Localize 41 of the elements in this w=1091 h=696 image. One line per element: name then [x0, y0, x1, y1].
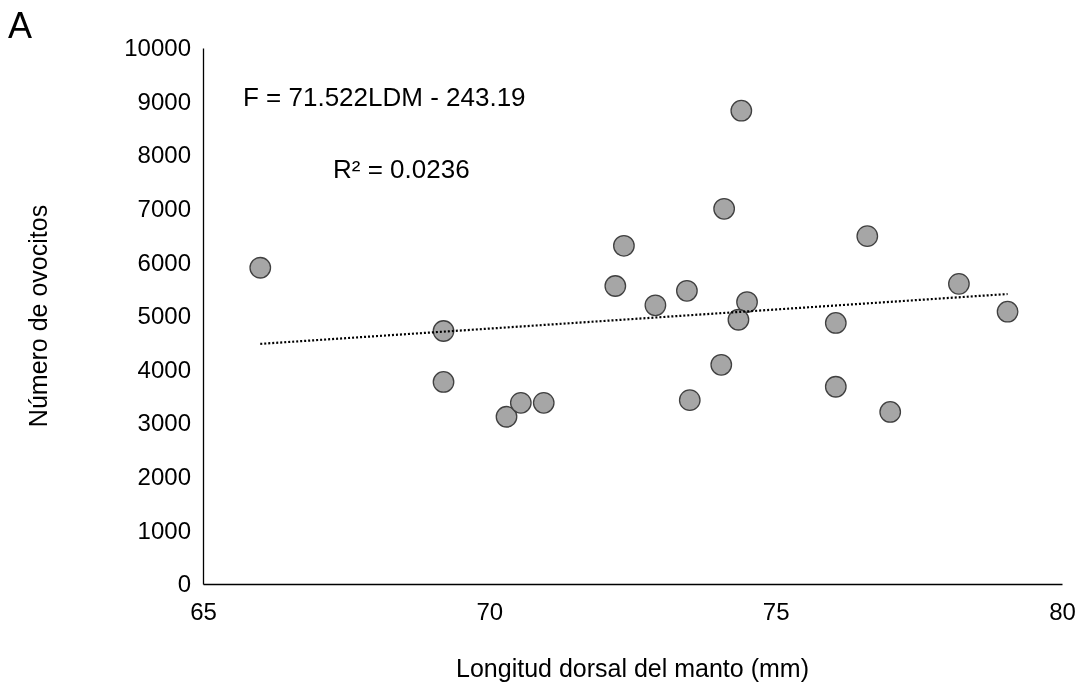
point	[948, 272, 970, 295]
point	[736, 291, 758, 313]
point	[613, 234, 635, 257]
y-tick-label: 7000	[137, 194, 191, 222]
point	[432, 371, 455, 393]
point	[495, 405, 518, 428]
y-tick-label: 1000	[137, 516, 191, 544]
point	[727, 308, 750, 331]
point	[879, 401, 902, 423]
y-tick-label: 9000	[137, 87, 191, 115]
y-tick-label: 0	[177, 570, 191, 598]
y-tick-label: 5000	[137, 302, 191, 330]
point	[824, 312, 847, 334]
point	[678, 389, 701, 412]
y-axis-title: Número de ovocitos	[24, 204, 52, 428]
point	[824, 375, 847, 398]
point	[996, 300, 1019, 323]
y-tick-label: 8000	[137, 141, 191, 169]
annotation: R² = 0.0236	[333, 154, 470, 184]
point	[249, 256, 272, 279]
point	[644, 294, 667, 317]
y-tick-label: 2000	[137, 462, 191, 490]
x-axis-title: Longitud dorsal del manto (mm)	[456, 654, 809, 682]
y-tick-label: 10000	[124, 34, 191, 62]
point	[730, 99, 753, 122]
y-tick-label: 3000	[137, 409, 191, 437]
text: A	[8, 5, 33, 46]
point	[710, 353, 733, 376]
x-tick-label: 75	[762, 597, 790, 625]
point	[856, 225, 879, 248]
point	[532, 391, 555, 414]
point	[676, 279, 698, 302]
x-tick-label: 80	[1049, 597, 1076, 625]
point	[604, 275, 627, 297]
annotation: F = 71.522LDM - 243.19	[243, 82, 526, 112]
y-tick-label: 6000	[137, 248, 191, 276]
point	[509, 391, 532, 414]
x-tick-label: 70	[476, 597, 504, 625]
point	[713, 197, 736, 220]
y-tick-label: 4000	[137, 355, 191, 383]
x-tick-label: 65	[190, 597, 217, 625]
